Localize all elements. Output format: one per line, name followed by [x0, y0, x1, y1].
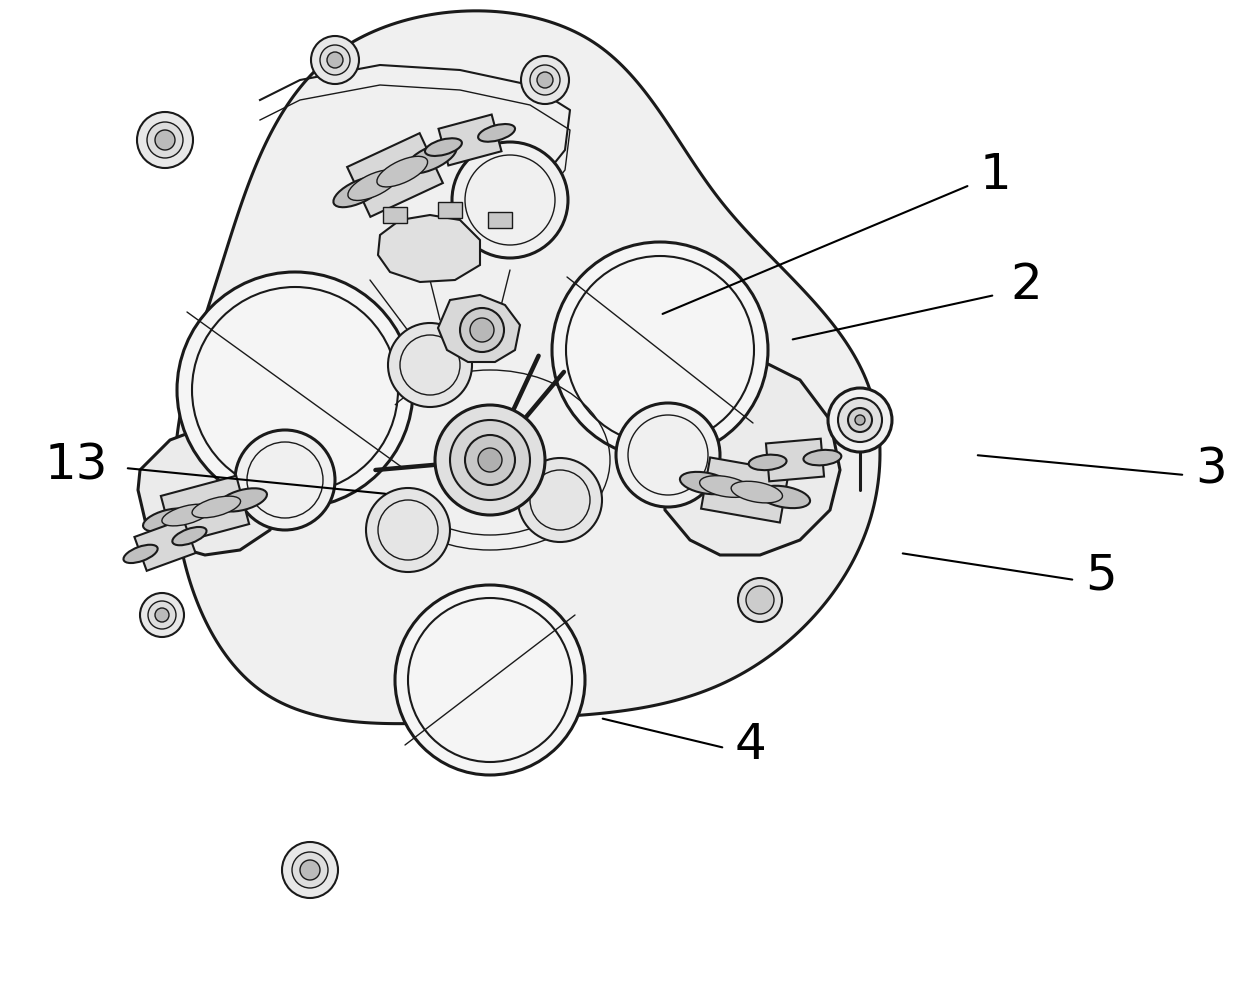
Circle shape [465, 435, 515, 485]
Polygon shape [161, 476, 249, 544]
Ellipse shape [479, 124, 515, 142]
Circle shape [856, 415, 866, 425]
Circle shape [529, 65, 560, 95]
Text: 5: 5 [1085, 551, 1117, 599]
Polygon shape [175, 11, 880, 723]
Circle shape [366, 488, 450, 572]
Circle shape [848, 408, 872, 432]
Circle shape [521, 56, 569, 104]
Polygon shape [439, 115, 501, 166]
Polygon shape [438, 295, 520, 362]
Ellipse shape [348, 170, 398, 201]
Ellipse shape [377, 156, 428, 187]
Circle shape [477, 448, 502, 472]
Circle shape [148, 601, 176, 629]
Polygon shape [138, 425, 285, 555]
Polygon shape [347, 133, 443, 217]
Ellipse shape [425, 138, 461, 156]
Circle shape [140, 593, 184, 637]
Circle shape [828, 388, 892, 452]
Bar [383, 207, 407, 223]
Circle shape [518, 458, 601, 542]
Circle shape [291, 852, 329, 888]
Circle shape [281, 842, 339, 898]
Circle shape [148, 122, 184, 158]
Circle shape [616, 403, 720, 507]
Bar [438, 202, 463, 218]
Circle shape [236, 430, 335, 530]
Circle shape [838, 398, 882, 442]
Text: 3: 3 [1195, 446, 1226, 494]
Polygon shape [766, 439, 825, 482]
Text: 1: 1 [980, 151, 1012, 199]
Ellipse shape [749, 455, 786, 471]
Ellipse shape [162, 504, 211, 525]
Circle shape [155, 608, 169, 622]
Ellipse shape [172, 526, 207, 545]
Circle shape [450, 420, 529, 500]
Polygon shape [701, 458, 789, 522]
Circle shape [388, 323, 472, 407]
Circle shape [177, 272, 413, 508]
Ellipse shape [334, 177, 384, 207]
Circle shape [327, 52, 343, 68]
Circle shape [552, 242, 768, 458]
Circle shape [300, 860, 320, 880]
Circle shape [738, 578, 782, 622]
Circle shape [435, 405, 546, 515]
Text: 2: 2 [1011, 261, 1042, 309]
Ellipse shape [218, 489, 267, 511]
Circle shape [746, 586, 774, 614]
Circle shape [155, 130, 175, 150]
Circle shape [136, 112, 193, 168]
Circle shape [396, 585, 585, 775]
Circle shape [537, 72, 553, 88]
Ellipse shape [143, 508, 192, 531]
Ellipse shape [804, 450, 841, 466]
Polygon shape [378, 215, 480, 282]
Ellipse shape [759, 486, 810, 508]
Text: 13: 13 [45, 441, 109, 489]
Ellipse shape [124, 544, 157, 563]
Ellipse shape [192, 497, 241, 517]
Ellipse shape [680, 472, 732, 495]
Ellipse shape [699, 476, 751, 498]
Text: 4: 4 [735, 721, 766, 769]
Bar [489, 212, 512, 228]
Circle shape [460, 308, 503, 352]
Circle shape [470, 318, 494, 342]
Circle shape [311, 36, 360, 84]
Ellipse shape [732, 482, 782, 502]
Ellipse shape [405, 143, 456, 174]
Circle shape [320, 45, 350, 75]
Polygon shape [134, 519, 196, 570]
Circle shape [453, 142, 568, 258]
Polygon shape [660, 360, 839, 555]
